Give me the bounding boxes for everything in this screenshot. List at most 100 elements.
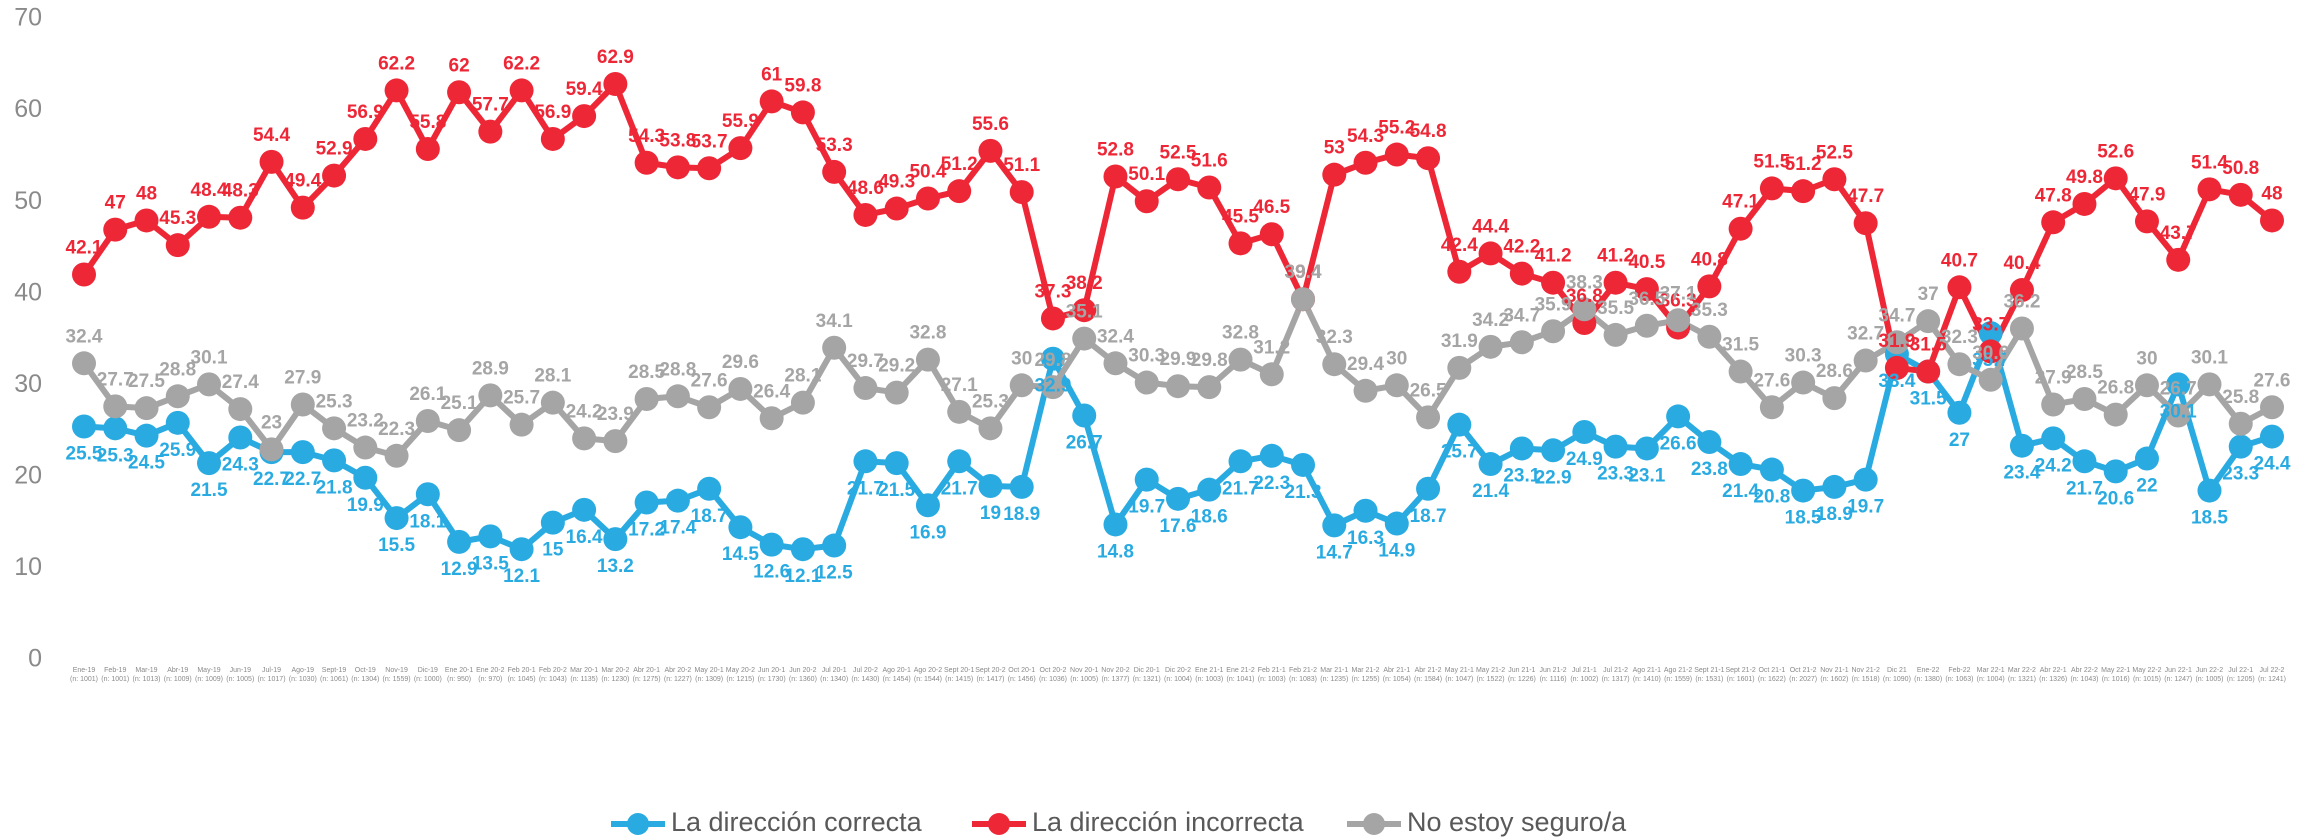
point-marker	[1728, 359, 1753, 384]
data-label: 23.2	[347, 411, 384, 432]
point-marker	[2103, 166, 2128, 191]
sample-size: (n: 1036)	[1039, 676, 1067, 683]
data-label: 26.8	[2097, 378, 2134, 399]
point-marker	[1322, 513, 1347, 538]
sample-size: (n: 1255)	[1352, 676, 1380, 683]
x-tick-label: Sept 21-2 (n: 1601)	[1725, 667, 1755, 683]
sample-size: (n: 1009)	[164, 676, 192, 683]
data-label: 24.3	[222, 454, 259, 475]
x-tick-label: May 21-2 (n: 1522)	[1476, 667, 1505, 683]
data-label: 23.3	[1597, 464, 1634, 485]
category-name: Jul 22-2	[2260, 667, 2285, 674]
point-marker	[1666, 308, 1691, 333]
category-name: Abr 20-2	[664, 667, 691, 674]
point-marker	[2197, 372, 2222, 397]
data-label: 27.5	[128, 371, 165, 392]
point-marker	[665, 488, 690, 513]
x-tick-label: Jun-19 (n: 1005)	[226, 667, 254, 683]
point-marker	[1353, 150, 1378, 175]
category-name: Oct 20-2	[1040, 667, 1067, 674]
point-marker	[103, 416, 128, 441]
data-label: 13.2	[597, 556, 634, 577]
category-name: Dic 21	[1887, 667, 1907, 674]
point-marker	[1603, 270, 1628, 295]
sample-size: (n: 1241)	[2258, 676, 2286, 683]
x-tick-label: Ago 21-1 (n: 1410)	[1633, 667, 1662, 683]
point-marker	[1947, 400, 1972, 425]
data-label: 37.1	[1660, 283, 1697, 304]
data-label: 48.4	[191, 180, 228, 201]
data-label: 16.9	[909, 522, 946, 543]
point-marker	[259, 149, 284, 174]
data-label: 26.5	[1410, 380, 1447, 401]
point-marker	[2009, 278, 2034, 303]
category-name: Abr 22-1	[2040, 667, 2067, 674]
point-marker	[540, 390, 565, 415]
sample-size: (n: 1090)	[1883, 676, 1911, 683]
point-marker	[2009, 433, 2034, 458]
point-marker	[1103, 164, 1128, 189]
category-name: Sept 21-1	[1694, 667, 1724, 674]
data-label: 18.5	[2191, 508, 2228, 529]
x-tick-label: Mar 21-1 (n: 1235)	[1320, 667, 1348, 683]
category-name: Oct 21-1	[1758, 667, 1785, 674]
point-marker	[1541, 438, 1566, 463]
point-marker	[1009, 474, 1034, 499]
x-tick-label: Ago 21-2 (n: 1559)	[1664, 667, 1693, 683]
data-label: 57.7	[472, 95, 509, 116]
point-marker	[1634, 436, 1659, 461]
point-marker	[1509, 436, 1534, 461]
data-label: 26.6	[1660, 433, 1697, 454]
point-marker	[290, 195, 315, 220]
data-label: 31.5	[1910, 335, 1947, 356]
point-marker	[197, 451, 222, 476]
sample-size: (n: 1215)	[726, 676, 754, 683]
sample-size: (n: 1005)	[2195, 676, 2223, 683]
data-label: 54.3	[1347, 126, 1384, 147]
sample-size: (n: 1340)	[820, 676, 848, 683]
point-marker	[1166, 486, 1190, 511]
point-marker	[1259, 222, 1284, 247]
x-tick-label: Nov 21-2 (n: 1518)	[1851, 667, 1880, 683]
sample-size: (n: 1009)	[195, 676, 223, 683]
sample-size: (n: 1043)	[539, 676, 567, 683]
y-tick-label: 10	[14, 553, 42, 581]
x-tick-label: Dic 21 (n: 1090)	[1883, 667, 1911, 683]
data-label: 21.5	[878, 480, 915, 501]
point-marker	[1697, 324, 1722, 349]
data-label: 43.7	[2160, 223, 2197, 244]
point-marker	[1853, 467, 1878, 492]
point-marker	[759, 532, 784, 557]
point-marker	[853, 376, 878, 401]
data-label: 16.3	[1347, 528, 1384, 549]
data-label: 47.9	[2128, 184, 2165, 205]
x-tick-label: May 22-2 (n: 1015)	[2132, 667, 2161, 683]
data-label: 23.3	[2222, 464, 2259, 485]
point-marker	[1541, 319, 1566, 344]
point-marker	[509, 537, 534, 562]
point-marker	[165, 233, 190, 258]
category-name: Mar 22-2	[2008, 667, 2036, 674]
data-label: 32.9	[1034, 376, 1071, 397]
data-label: 14.5	[722, 544, 759, 565]
data-label: 53.8	[659, 130, 696, 151]
x-tick-label: Feb 20-2 (n: 1043)	[539, 667, 567, 683]
point-marker	[2166, 372, 2191, 397]
x-tick-label: Jun 22-1 (n: 1247)	[2164, 667, 2192, 683]
data-label: 24.2	[566, 401, 603, 422]
data-label: 36.8	[1566, 286, 1603, 307]
category-name: Jun 21-1	[1508, 667, 1535, 674]
data-label: 47.8	[2035, 185, 2072, 206]
category-name: Jun 20-1	[758, 667, 785, 674]
legend-label: La dirección incorrecta	[1032, 807, 1305, 837]
data-label: 41.2	[1597, 246, 1634, 267]
x-tick-label: May-19 (n: 1009)	[195, 667, 223, 683]
data-label: 19.7	[1847, 497, 1884, 518]
point-marker	[415, 482, 440, 507]
data-label: 51.1	[1003, 155, 1040, 176]
point-marker	[853, 449, 878, 474]
data-label: 27.6	[691, 370, 728, 391]
point-marker	[1040, 346, 1065, 371]
data-label: 22.7	[284, 469, 321, 490]
data-label: 31.9	[1441, 331, 1478, 352]
